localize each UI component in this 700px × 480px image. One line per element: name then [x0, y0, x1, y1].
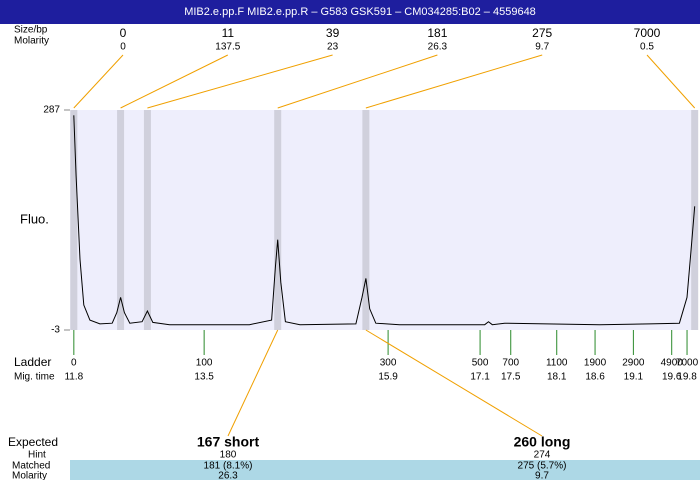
peak-molarity: 23 — [327, 42, 339, 53]
peak-molarity: 0.5 — [640, 42, 654, 53]
expected-molarity: 26.3 — [218, 471, 238, 480]
ladder-time: 19.1 — [624, 372, 644, 383]
ladder-time: 17.5 — [501, 372, 521, 383]
peak-band — [362, 110, 370, 330]
molarity-row-label: Molarity — [12, 471, 47, 480]
ladder-size: 4900 — [661, 358, 684, 369]
plot-area — [70, 110, 697, 330]
peak-size: 7000 — [634, 26, 661, 40]
ladder-size: 1100 — [546, 358, 568, 369]
peak-band — [117, 110, 125, 330]
expected-matched: 181 (8.1%) — [204, 461, 253, 472]
ladder-size: 300 — [380, 358, 397, 369]
ladder-time: 15.9 — [378, 372, 398, 383]
ladder-size: 2900 — [622, 358, 645, 369]
peak-size: 0 — [120, 26, 127, 40]
y-axis-label: Fluo. — [20, 211, 49, 226]
y-tick-label: -3 — [51, 325, 60, 336]
ladder-size: 0 — [71, 358, 77, 369]
peak-size: 181 — [427, 26, 447, 40]
peak-connector — [277, 54, 438, 109]
ladder-size: 7000 — [676, 358, 699, 369]
matched-label: Matched — [12, 461, 50, 472]
ladder-time: 19.6 — [662, 372, 682, 383]
size-label: Size/bp — [14, 25, 48, 36]
expected-connector — [365, 329, 543, 437]
expected-hint: 180 — [220, 450, 237, 461]
molarity-label: Molarity — [14, 36, 49, 47]
ladder-size: 100 — [196, 358, 213, 369]
expected-name: 167 short — [197, 434, 260, 450]
expected-name: 260 long — [514, 434, 571, 450]
peak-molarity: 9.7 — [535, 42, 549, 53]
peak-molarity: 0 — [120, 42, 126, 53]
ladder-size: 700 — [502, 358, 519, 369]
peak-connector — [646, 54, 696, 109]
ladder-time: 11.8 — [64, 372, 83, 383]
title-bar — [0, 0, 700, 24]
expected-molarity: 9.7 — [535, 471, 549, 480]
peak-connector — [147, 54, 333, 109]
peak-band — [274, 110, 282, 330]
trace — [73, 115, 696, 326]
ladder-time: 13.5 — [194, 372, 214, 383]
peak-band — [691, 110, 699, 330]
ladder-label: Ladder — [14, 355, 51, 369]
peak-connector — [365, 54, 543, 109]
peak-size: 11 — [222, 26, 235, 40]
matched-band — [70, 460, 700, 480]
peak-size: 275 — [532, 26, 552, 40]
ladder-time: 19.8 — [677, 372, 697, 383]
expected-connector — [227, 329, 279, 437]
y-tick-label: 287 — [43, 105, 60, 116]
peak-molarity: 137.5 — [215, 42, 240, 53]
hint-label: Hint — [28, 450, 46, 461]
peak-size: 39 — [326, 26, 340, 40]
expected-matched: 275 (5.7%) — [518, 461, 567, 472]
peak-molarity: 26.3 — [428, 42, 448, 53]
expected-label: Expected — [8, 435, 58, 449]
ladder-size: 500 — [472, 358, 489, 369]
peak-band — [143, 110, 151, 330]
peak-connector — [120, 54, 229, 109]
ladder-time: 17.1 — [470, 372, 490, 383]
chart-title: MIB2.e.pp.F MIB2.e.pp.R – G583 GSK591 – … — [184, 6, 536, 18]
ladder-time: 18.6 — [585, 372, 605, 383]
mig-time-label: Mig. time — [14, 372, 55, 383]
expected-hint: 274 — [534, 450, 551, 461]
peak-connector — [73, 54, 124, 109]
peak-band — [70, 110, 78, 330]
ladder-time: 18.1 — [547, 372, 567, 383]
ladder-size: 1900 — [584, 358, 607, 369]
